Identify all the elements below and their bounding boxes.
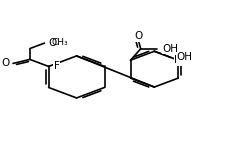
Text: OH: OH: [176, 52, 192, 62]
Text: O: O: [1, 58, 10, 68]
Text: CH₃: CH₃: [52, 38, 68, 47]
Text: O: O: [48, 38, 57, 48]
Text: N: N: [174, 55, 182, 65]
Text: O: O: [134, 31, 143, 41]
Text: OH: OH: [163, 44, 179, 54]
Text: F: F: [54, 61, 60, 71]
